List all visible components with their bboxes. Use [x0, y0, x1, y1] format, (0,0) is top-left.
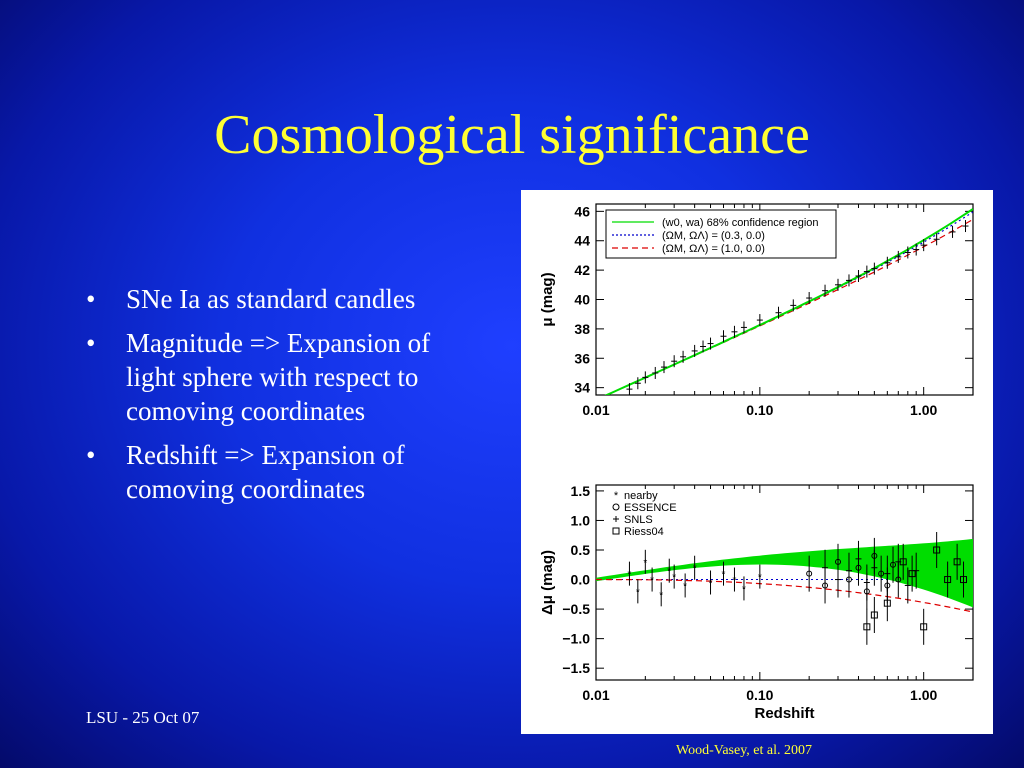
y-tick-label: 40: [574, 292, 590, 308]
data-point-nearby: *: [722, 570, 726, 581]
hubble-diagram-figure: 0.01 0.10 1.00 34 36 38 40 42 44 46 μ (mag) (w0, wa…: [521, 190, 993, 734]
data-point-essence: [878, 570, 885, 577]
data-point-nearby: *: [643, 558, 647, 569]
y-axis-label: μ (mag): [539, 272, 556, 326]
data-point-nearby: *: [636, 587, 640, 598]
data-point-riess04: [944, 576, 952, 584]
data-point-essence: [806, 570, 813, 577]
data-point-nearby: *: [672, 573, 676, 584]
model-line-fit: [604, 208, 973, 395]
data-point-riess04: [883, 599, 891, 607]
data-point-essence: [890, 561, 897, 568]
y-tick-label: −1.5: [562, 660, 590, 676]
bullet-text: Redshift => Expansion of comoving coordi…: [126, 440, 405, 504]
hubble-diagram-svg: 0.01 0.10 1.00 34 36 38 40 42 44 46 μ (mag) (w0, wa…: [539, 203, 974, 722]
x-tick-label: 0.10: [746, 402, 773, 418]
y-tick-label: 1.5: [571, 483, 591, 499]
model-line-flat-matter: [596, 578, 973, 613]
legend-marker: [612, 527, 620, 535]
y-tick-label: 0.5: [571, 542, 591, 558]
y-tick-label: 1.0: [571, 512, 591, 528]
data-point-nearby: *: [650, 576, 654, 587]
legend-label: SNLS: [624, 514, 653, 526]
bullet-marker: •: [86, 440, 96, 470]
plot-area: **************: [596, 532, 973, 645]
legend-label: (w0, wa) 68% confidence region: [662, 217, 819, 229]
data-point-nearby: *: [733, 576, 737, 587]
bullet-text: SNe Ia as standard candles: [126, 284, 416, 314]
figure-credit: Wood-Vasey, et al. 2007: [676, 743, 812, 758]
legend-marker: *: [614, 490, 619, 502]
data-point-nearby: *: [742, 584, 746, 595]
legend-label: ESSENCE: [624, 502, 677, 514]
data-point-nearby: *: [758, 573, 762, 584]
data-point-riess04: [870, 611, 878, 619]
bullet-text: Magnitude => Expansion of light sphere w…: [126, 328, 431, 426]
data-point-riess04: [920, 623, 928, 631]
y-tick-label: 36: [574, 350, 590, 366]
plot-area: [604, 208, 973, 395]
y-tick-label: 44: [574, 233, 590, 249]
data-point-riess04: [953, 558, 961, 566]
bullet-item: • SNe Ia as standard candles: [86, 282, 436, 316]
data-point-nearby: *: [627, 570, 631, 581]
data-point-riess04: [908, 570, 916, 578]
data-point-nearby: *: [709, 579, 713, 590]
x-axis-label: Redshift: [755, 705, 815, 722]
confidence-band: [596, 538, 973, 608]
x-tick-label: 0.10: [746, 687, 773, 703]
y-tick-label: 46: [574, 203, 590, 219]
x-tick-label: 1.00: [910, 687, 937, 703]
legend-label: (ΩM, ΩΛ) = (0.3, 0.0): [662, 230, 765, 242]
y-tick-label: −0.5: [562, 601, 590, 617]
y-tick-label: 42: [574, 262, 590, 278]
bullet-marker: •: [86, 284, 96, 314]
legend-box: [605, 209, 837, 259]
legend-label: Riess04: [624, 526, 664, 538]
x-tick-label: 0.01: [582, 687, 609, 703]
data-point-nearby: *: [683, 581, 687, 592]
y-axis-label: Δμ (mag): [539, 550, 556, 615]
y-tick-label: 0.0: [571, 572, 591, 588]
y-tick-label: 38: [574, 321, 590, 337]
data-point-riess04: [899, 558, 907, 566]
data-point-nearby: *: [667, 567, 671, 578]
data-point-nearby: *: [659, 590, 663, 601]
y-tick-label: 34: [574, 380, 590, 396]
data-point-riess04: [863, 623, 871, 631]
x-tick-label: 1.00: [910, 402, 937, 418]
legend-label: (ΩM, ΩΛ) = (1.0, 0.0): [662, 243, 765, 255]
slide-title: Cosmological significance: [214, 104, 810, 166]
bullet-marker: •: [86, 328, 96, 358]
x-tick-label: 0.01: [582, 402, 609, 418]
data-point-riess04: [933, 546, 941, 554]
bullet-item: • Magnitude => Expansion of light sphere …: [86, 326, 436, 428]
bullet-item: • Redshift => Expansion of comoving coord…: [86, 438, 436, 506]
y-tick-label: −1.0: [562, 631, 590, 647]
legend-marker: [612, 503, 620, 511]
legend-label: nearby: [624, 490, 658, 502]
data-point-nearby: *: [693, 564, 697, 575]
slide-footer: LSU - 25 Oct 07: [86, 708, 200, 727]
data-point-riess04: [959, 576, 967, 584]
bullet-list: • SNe Ia as standard candles • Magnitude =…: [86, 282, 436, 516]
